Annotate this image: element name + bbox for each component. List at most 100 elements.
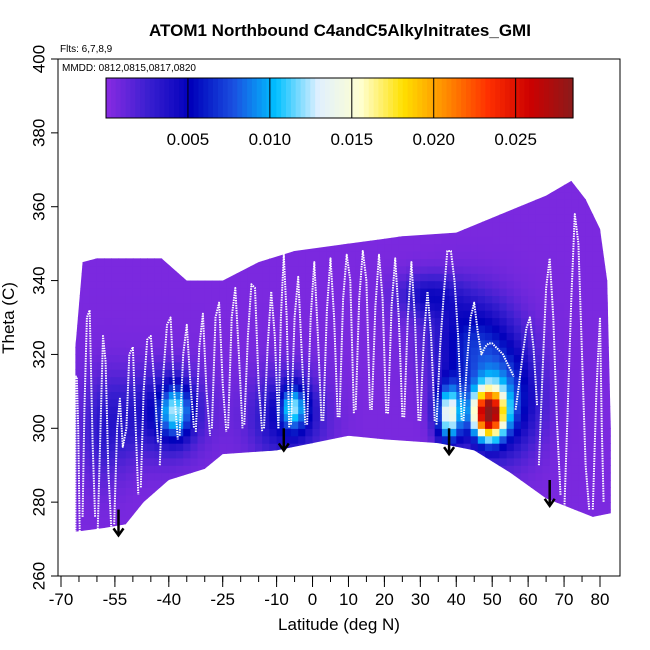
heatmap-cell <box>578 310 587 319</box>
heatmap-cell <box>420 206 429 215</box>
heatmap-cell <box>384 221 393 230</box>
heatmap-cell <box>355 516 364 525</box>
heatmap-cell <box>391 221 400 230</box>
heatmap-cell <box>556 398 565 407</box>
heatmap-cell <box>312 221 321 230</box>
dates-label: MMDD: 0812,0815,0817,0820 <box>62 63 196 74</box>
heatmap-cell <box>262 243 270 252</box>
heatmap-cell <box>614 236 622 244</box>
heatmap-cell <box>607 191 611 200</box>
heatmap-cell <box>398 324 407 333</box>
heatmap-cell <box>118 347 127 355</box>
heatmap-cell <box>556 310 565 319</box>
heatmap-cell <box>592 428 601 437</box>
heatmap-cell <box>211 302 220 311</box>
heatmap-cell <box>427 243 436 252</box>
heatmap-cell <box>492 413 500 422</box>
heatmap-cell <box>226 406 235 415</box>
heatmap-cell <box>132 516 141 525</box>
heatmap-cell <box>513 180 522 186</box>
heatmap-cell <box>326 288 335 296</box>
heatmap-cell <box>104 251 112 259</box>
heatmap-cell <box>190 369 199 378</box>
heatmap-cell <box>348 406 357 415</box>
heatmap-cell <box>506 391 515 400</box>
heatmap-cell <box>140 398 148 407</box>
heatmap-cell <box>348 295 357 304</box>
colorbar-cell <box>276 78 282 118</box>
heatmap-cell <box>226 191 235 200</box>
heatmap-cell <box>470 354 479 363</box>
heatmap-cell <box>111 376 120 385</box>
heatmap-cell <box>585 251 594 259</box>
heatmap-cell <box>161 435 170 444</box>
heatmap-cell <box>506 265 515 274</box>
heatmap-cell <box>477 180 486 186</box>
heatmap-cell <box>535 472 544 481</box>
colorbar-cell <box>344 78 350 118</box>
heatmap-cell <box>585 243 594 252</box>
heatmap-cell <box>578 236 587 245</box>
heatmap-cell <box>556 191 565 200</box>
heatmap-cell <box>291 465 299 474</box>
heatmap-cell <box>413 347 421 355</box>
colorbar-cell <box>504 78 511 118</box>
x-tick-label: 80 <box>591 590 610 609</box>
heatmap-cell <box>485 524 493 532</box>
heatmap-cell <box>168 191 177 200</box>
heatmap-cell <box>549 280 558 289</box>
heatmap-cell <box>485 288 493 296</box>
heatmap-cell <box>456 180 465 186</box>
colorbar-cell <box>203 78 209 118</box>
heatmap-cell <box>247 295 256 304</box>
heatmap-cell <box>183 228 191 237</box>
heatmap-cell <box>111 391 120 400</box>
heatmap-cell <box>219 251 227 259</box>
colorbar-cell <box>412 78 418 118</box>
heatmap-cell <box>348 184 357 193</box>
heatmap-cell <box>370 502 378 511</box>
heatmap-cell <box>132 191 141 200</box>
heatmap-cell <box>291 354 299 363</box>
heatmap-cell <box>276 228 285 237</box>
heatmap-cell <box>571 180 580 186</box>
heatmap-cell <box>276 339 285 348</box>
heatmap-cell <box>528 406 536 415</box>
flight-track-segment-7 <box>178 323 195 436</box>
heatmap-cell <box>341 435 350 444</box>
heatmap-cell <box>176 265 184 274</box>
heatmap-cell <box>89 184 98 193</box>
heatmap-cell <box>356 170 364 178</box>
heatmap-cell <box>391 524 400 532</box>
heatmap-cell <box>499 369 508 378</box>
heatmap-cell <box>154 184 163 193</box>
heatmap-cell <box>420 170 428 178</box>
heatmap-cell <box>190 472 199 481</box>
heatmap-cell <box>140 354 148 363</box>
heatmap-cell <box>276 457 285 466</box>
heatmap-cell <box>161 180 170 186</box>
heatmap-cell <box>506 288 515 296</box>
heatmap-cell <box>190 391 199 400</box>
heatmap-cell <box>470 413 479 422</box>
heatmap-cell <box>571 516 580 525</box>
heatmap-cell <box>370 206 378 215</box>
heatmap-cell <box>449 413 457 422</box>
heatmap-cell <box>492 243 500 252</box>
heatmap-cell <box>549 228 558 237</box>
heatmap-cell <box>607 180 611 186</box>
heatmap-cell <box>283 184 292 193</box>
heatmap-cell <box>384 332 393 341</box>
heatmap-cell <box>556 288 565 296</box>
heatmap-cell <box>204 472 213 481</box>
heatmap-cell <box>506 369 515 378</box>
heatmap-cell <box>506 347 515 355</box>
heatmap-cell <box>183 509 191 518</box>
heatmap-cell <box>585 509 594 518</box>
colorbar-tick-label: 0.025 <box>494 130 537 149</box>
heatmap-cell <box>549 516 558 525</box>
heatmap-cell <box>370 361 378 370</box>
heatmap-cell <box>355 317 364 326</box>
heatmap-cell <box>391 384 400 392</box>
heatmap-cell <box>356 532 364 540</box>
